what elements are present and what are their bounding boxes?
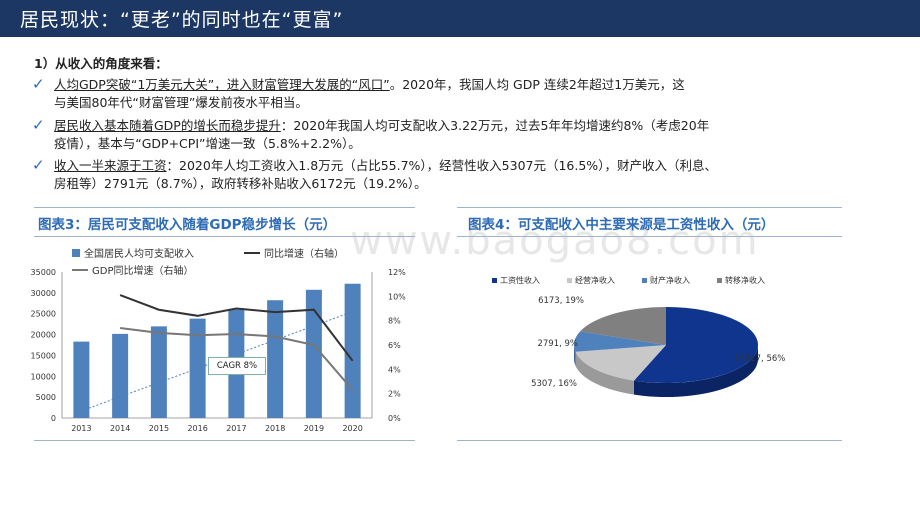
y-left-tick-label: 30000 [31,289,56,298]
bullet-1-head: 人均GDP突破“1万美元大关”，进入财富管理大发展的“风口” [54,77,390,92]
y-left-tick-label: 10000 [31,372,56,381]
income-bar [189,318,206,418]
cagr-callout: CAGR 8% [208,357,266,375]
pie-slice-财产净收入 [574,331,666,352]
watermark: www.baogao8.com [350,218,760,264]
pie-legend-transfer-label: 转移净收入 [725,276,765,285]
pie-legend-swatch [567,278,572,283]
pie-slice-side [574,345,576,366]
pie-slice-转移净收入 [580,307,666,345]
bullet-2-head: 居民收入基本随着GDP的增长而稳步提升 [54,118,281,133]
legend-growth: 同比增速（右轴） [244,245,344,260]
x-tick-label: 2018 [265,424,285,433]
income-bar [305,289,322,418]
y-right-tick-label: 8% [388,317,401,326]
pie-legend-prop: 财产净收入 [642,275,690,286]
chart4-title: 图表4：可支配收入中主要来源是工资性收入（元） [468,217,775,233]
check-icon: ✓ [32,116,45,134]
y-right-tick-label: 4% [388,365,401,374]
pie-data-label: 2791, 9% [537,339,578,349]
income-bar [150,326,167,418]
pie-legend-wage: 工资性收入 [492,275,540,286]
x-tick-label: 2013 [71,424,91,433]
y-right-tick-label: 2% [388,390,401,399]
y-left-tick-label: 5000 [36,393,56,402]
legend-line-swatch [72,268,88,271]
y-right-tick-label: 12% [388,268,406,277]
gdp-growth-line [120,326,354,391]
pie-slice-工资性收入 [633,307,759,383]
y-right-tick-label: 0% [388,414,401,423]
income-source-pie-chart: 17917, 56% 5307, 16% 2791, 9% 6173, 19% [531,296,785,397]
pie-legend-biz-label: 经营净收入 [575,276,615,285]
chart3-title: 图表3：居民可支配收入随着GDP稳步增长（元） [38,217,337,233]
bullet-2-body2: 疫情），基本与“GDP+CPI”增速一致（5.8%+2.2%）。 [54,136,361,151]
legend-income-label: 全国居民人均可支配收入 [84,249,194,260]
x-tick-label: 2016 [187,424,207,433]
bullet-1-body: 。2020年，我国人均 GDP 连续2年超过1万美元，这 [389,77,685,92]
pie-slice-经营净收入 [575,345,666,381]
x-tick-label: 2020 [342,424,362,433]
check-icon: ✓ [32,75,45,93]
y-left-tick-label: 25000 [31,310,56,319]
legend-income: 全国居民人均可支配收入 [72,245,194,260]
check-icon: ✓ [32,156,45,174]
y-right-tick-label: 10% [388,292,406,301]
cagr-arrow-end [345,311,353,318]
legend-line-swatch [244,251,260,254]
section-heading: 1）从收入的角度来看： [34,56,168,71]
pie-legend-biz: 经营净收入 [567,275,615,286]
bullet-3-head: 收入一半来源于工资 [54,158,167,173]
pie-legend-prop-label: 财产净收入 [650,276,690,285]
slide-title: 居民现状：“更老”的同时也在“更富” [20,9,344,31]
bullet-2-body: ：2020年我国人均可支配收入3.22万元，过去5年年均增速约8%（考虑20年 [280,118,710,133]
bullet-3-body2: 房租等）2791元（8.7%），政府转移补贴收入6172元（19.2%）。 [54,176,427,191]
x-tick-label: 2015 [149,424,169,433]
x-tick-label: 2019 [304,424,324,433]
chart3-divider [34,236,415,237]
cagr-label: CAGR 8% [216,361,258,371]
income-bar [112,333,129,418]
legend-gdp-label: GDP同比增速（右轴） [92,266,194,277]
legend-growth-label: 同比增速（右轴） [264,249,344,260]
y-left-tick-label: 15000 [31,351,56,360]
legend-gdp: GDP同比增速（右轴） [72,262,193,277]
income-bar [267,300,284,418]
y-left-tick-label: 0 [51,414,56,423]
pie-legend-swatch [642,278,647,283]
x-tick-label: 2017 [226,424,246,433]
income-bar [344,283,361,418]
bullet-1-body2: 与美国80年代“财富管理”爆发前夜水平相当。 [54,95,308,110]
pie-legend-transfer: 转移净收入 [717,275,765,286]
pie-legend-wage-label: 工资性收入 [500,276,540,285]
income-bar-line-chart: 0 5000 10000 15000 20000 25000 30000 35000 0% 2% 4… [31,268,407,433]
cagr-arrow-start [80,404,87,411]
chart4-divider-top [457,207,842,208]
pie-data-label: 5307, 16% [531,379,577,389]
pie-slice-side [575,351,634,395]
x-tick-label: 2014 [110,424,130,433]
chart4-divider-bottom [457,440,842,441]
chart3-divider-bottom [34,440,415,441]
pie-legend-swatch [492,278,497,283]
pie-data-label: 17917, 56% [734,354,785,364]
slide-title-bar: 居民现状：“更老”的同时也在“更富” [0,0,920,37]
bullet-3-body: ：2020年人均工资收入1.8万元（占比55.7%），经营性收入5307元（16… [166,158,717,173]
income-growth-line [119,294,354,362]
pie-legend-swatch [717,278,722,283]
chart4-divider [457,236,842,237]
income-bar [73,341,90,418]
y-left-tick-label: 35000 [31,268,56,277]
chart3-divider-top [34,207,415,208]
y-left-tick-label: 20000 [31,331,56,340]
pie-slice-side [633,345,758,397]
pie-data-label: 6173, 19% [538,296,584,306]
y-right-tick-label: 6% [388,341,401,350]
legend-bar-swatch [72,248,80,257]
